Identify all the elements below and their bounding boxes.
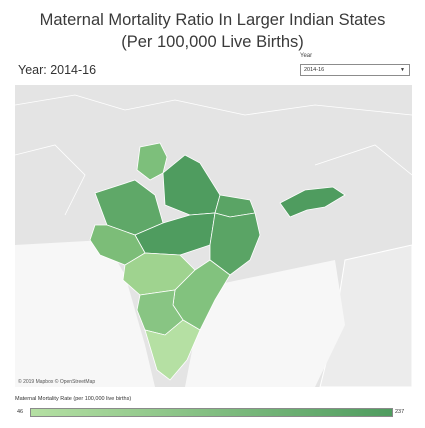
legend-min-value: 46	[17, 409, 24, 415]
state-region[interactable]	[279, 186, 346, 218]
chevron-down-icon: ▼	[400, 67, 405, 73]
country-border	[15, 144, 86, 216]
year-label: Year: 2014-16	[18, 63, 97, 77]
country-border	[15, 94, 412, 116]
state-region[interactable]	[144, 319, 201, 381]
map-attribution: © 2019 Mapbox © OpenStreetMap	[18, 379, 96, 385]
legend-title: Maternal Mortality Rate (per 100,000 liv…	[15, 396, 132, 402]
map-title: Maternal Mortality Ratio In Larger India…	[39, 11, 386, 29]
year-filter-caption: Year	[300, 53, 313, 59]
legend-color-ramp	[30, 408, 393, 417]
arabian-sea	[15, 240, 155, 387]
map-subtitle: (Per 100,000 Live Births)	[121, 33, 304, 51]
state-region[interactable]	[209, 212, 261, 276]
country-border	[314, 144, 412, 176]
bay-of-bengal	[185, 260, 345, 387]
map-canvas	[15, 85, 412, 387]
year-filter-value: 2014-16	[304, 67, 325, 73]
legend-max-value: 237	[395, 409, 405, 415]
india-map[interactable]	[15, 85, 412, 387]
year-filter-dropdown[interactable]: 2014-16 ▼	[300, 64, 410, 76]
